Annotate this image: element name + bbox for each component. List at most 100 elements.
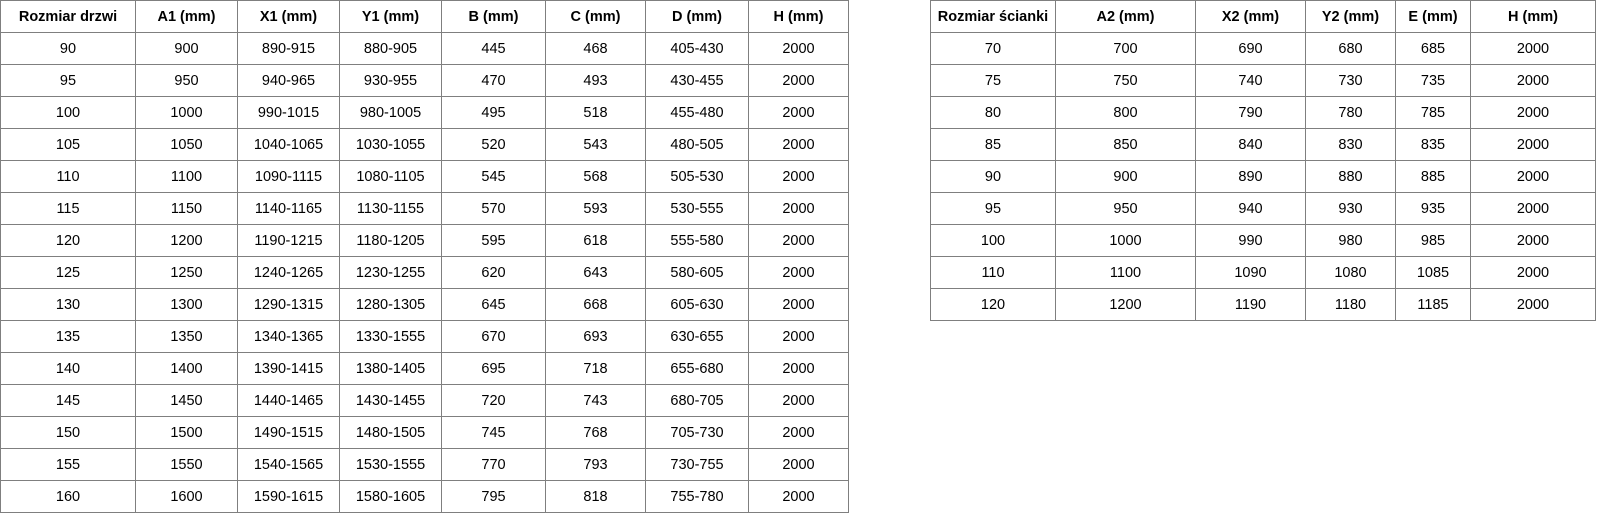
table-cell: 835 bbox=[1395, 128, 1471, 161]
table-cell: 445 bbox=[441, 32, 546, 65]
table-cell: 890-915 bbox=[237, 32, 340, 65]
table-cell: 555-580 bbox=[645, 224, 749, 257]
table-cell: 1000 bbox=[1055, 224, 1196, 257]
table-cell: 1400 bbox=[135, 352, 238, 385]
table-row: 100 1000 990-1015 980-1005 495 518 455-480 2000 bbox=[0, 96, 849, 129]
door-size-cell: 150 bbox=[0, 416, 136, 449]
table-cell: 595 bbox=[441, 224, 546, 257]
table-cell: 900 bbox=[1055, 160, 1196, 193]
table-cell: 570 bbox=[441, 192, 546, 225]
table-cell: 1530-1555 bbox=[339, 448, 442, 481]
door-size-cell: 90 bbox=[0, 32, 136, 65]
table-cell: 2000 bbox=[1470, 96, 1596, 129]
table-cell: 755-780 bbox=[645, 480, 749, 513]
table-cell: 1080 bbox=[1305, 256, 1396, 289]
table-cell: 680-705 bbox=[645, 384, 749, 417]
table-cell: 740 bbox=[1195, 64, 1306, 97]
table-cell: 800 bbox=[1055, 96, 1196, 129]
door-table-header: Rozmiar drzwi A1 (mm) X1 (mm) Y1 (mm) B (mm)… bbox=[0, 0, 849, 33]
table-cell: 1090-1115 bbox=[237, 160, 340, 193]
table-row: 120 1200 1190 1180 1185 2000 bbox=[930, 288, 1596, 321]
door-table-body: 90 900 890-915 880-905 445 468 405-430 2000 95 95… bbox=[0, 32, 849, 513]
table-cell: 2000 bbox=[748, 64, 849, 97]
table-cell: 2000 bbox=[748, 96, 849, 129]
table-cell: 980 bbox=[1305, 224, 1396, 257]
table-cell: 880 bbox=[1305, 160, 1396, 193]
wall-column-header-5: H (mm) bbox=[1470, 0, 1596, 33]
table-cell: 1340-1365 bbox=[237, 320, 340, 353]
table-row: 140 1400 1390-1415 1380-1405 695 718 655-680 20… bbox=[0, 352, 849, 385]
table-cell: 690 bbox=[1195, 32, 1306, 65]
table-cell: 1130-1155 bbox=[339, 192, 442, 225]
table-row: 100 1000 990 980 985 2000 bbox=[930, 224, 1596, 257]
table-cell: 2000 bbox=[1470, 160, 1596, 193]
table-row: 125 1250 1240-1265 1230-1255 620 643 580-605 20… bbox=[0, 256, 849, 289]
table-cell: 645 bbox=[441, 288, 546, 321]
table-cell: 1030-1055 bbox=[339, 128, 442, 161]
table-cell: 1330-1555 bbox=[339, 320, 442, 353]
door-size-cell: 130 bbox=[0, 288, 136, 321]
wall-size-cell: 80 bbox=[930, 96, 1056, 129]
table-cell: 1240-1265 bbox=[237, 256, 340, 289]
wall-column-header-1: A2 (mm) bbox=[1055, 0, 1196, 33]
table-cell: 455-480 bbox=[645, 96, 749, 129]
table-row: 150 1500 1490-1515 1480-1505 745 768 705-730 20… bbox=[0, 416, 849, 449]
table-cell: 990-1015 bbox=[237, 96, 340, 129]
table-cell: 2000 bbox=[748, 32, 849, 65]
table-cell: 1440-1465 bbox=[237, 384, 340, 417]
table-cell: 518 bbox=[545, 96, 646, 129]
table-row: 95 950 940-965 930-955 470 493 430-455 2000 bbox=[0, 64, 849, 97]
table-cell: 543 bbox=[545, 128, 646, 161]
table-cell: 1280-1305 bbox=[339, 288, 442, 321]
table-cell: 750 bbox=[1055, 64, 1196, 97]
table-cell: 2000 bbox=[1470, 64, 1596, 97]
table-cell: 1185 bbox=[1395, 288, 1471, 321]
table-cell: 2000 bbox=[1470, 128, 1596, 161]
table-cell: 2000 bbox=[748, 256, 849, 289]
table-cell: 705-730 bbox=[645, 416, 749, 449]
table-cell: 890 bbox=[1195, 160, 1306, 193]
table-cell: 2000 bbox=[748, 352, 849, 385]
table-cell: 770 bbox=[441, 448, 546, 481]
wall-size-cell: 110 bbox=[930, 256, 1056, 289]
table-cell: 2000 bbox=[748, 160, 849, 193]
table-cell: 2000 bbox=[748, 480, 849, 513]
door-size-cell: 115 bbox=[0, 192, 136, 225]
table-cell: 680 bbox=[1305, 32, 1396, 65]
table-cell: 618 bbox=[545, 224, 646, 257]
table-row: 110 1100 1090-1115 1080-1105 545 568 505-530 20… bbox=[0, 160, 849, 193]
door-size-cell: 155 bbox=[0, 448, 136, 481]
table-cell: 940-965 bbox=[237, 64, 340, 97]
table-cell: 668 bbox=[545, 288, 646, 321]
table-header-row: Rozmiar drzwi A1 (mm) X1 (mm) Y1 (mm) B (mm)… bbox=[0, 0, 849, 33]
table-cell: 2000 bbox=[748, 192, 849, 225]
table-cell: 880-905 bbox=[339, 32, 442, 65]
table-cell: 520 bbox=[441, 128, 546, 161]
wall-size-cell: 70 bbox=[930, 32, 1056, 65]
table-cell: 2000 bbox=[748, 384, 849, 417]
table-cell: 655-680 bbox=[645, 352, 749, 385]
table-cell: 1540-1565 bbox=[237, 448, 340, 481]
wall-size-cell: 95 bbox=[930, 192, 1056, 225]
wall-column-header-4: E (mm) bbox=[1395, 0, 1471, 33]
table-row: 145 1450 1440-1465 1430-1455 720 743 680-705 20… bbox=[0, 384, 849, 417]
table-header-row: Rozmiar ścianki A2 (mm) X2 (mm) Y2 (mm) E (m… bbox=[930, 0, 1596, 33]
table-cell: 730-755 bbox=[645, 448, 749, 481]
table-cell: 985 bbox=[1395, 224, 1471, 257]
table-cell: 990 bbox=[1195, 224, 1306, 257]
table-cell: 1180-1205 bbox=[339, 224, 442, 257]
table-cell: 1100 bbox=[1055, 256, 1196, 289]
table-row: 135 1350 1340-1365 1330-1555 670 693 630-655 20… bbox=[0, 320, 849, 353]
table-cell: 1140-1165 bbox=[237, 192, 340, 225]
table-cell: 693 bbox=[545, 320, 646, 353]
table-cell: 840 bbox=[1195, 128, 1306, 161]
table-cell: 1190 bbox=[1195, 288, 1306, 321]
table-cell: 470 bbox=[441, 64, 546, 97]
table-cell: 980-1005 bbox=[339, 96, 442, 129]
table-cell: 2000 bbox=[748, 224, 849, 257]
table-cell: 695 bbox=[441, 352, 546, 385]
table-cell: 495 bbox=[441, 96, 546, 129]
door-size-cell: 110 bbox=[0, 160, 136, 193]
table-cell: 2000 bbox=[748, 320, 849, 353]
table-cell: 930 bbox=[1305, 192, 1396, 225]
